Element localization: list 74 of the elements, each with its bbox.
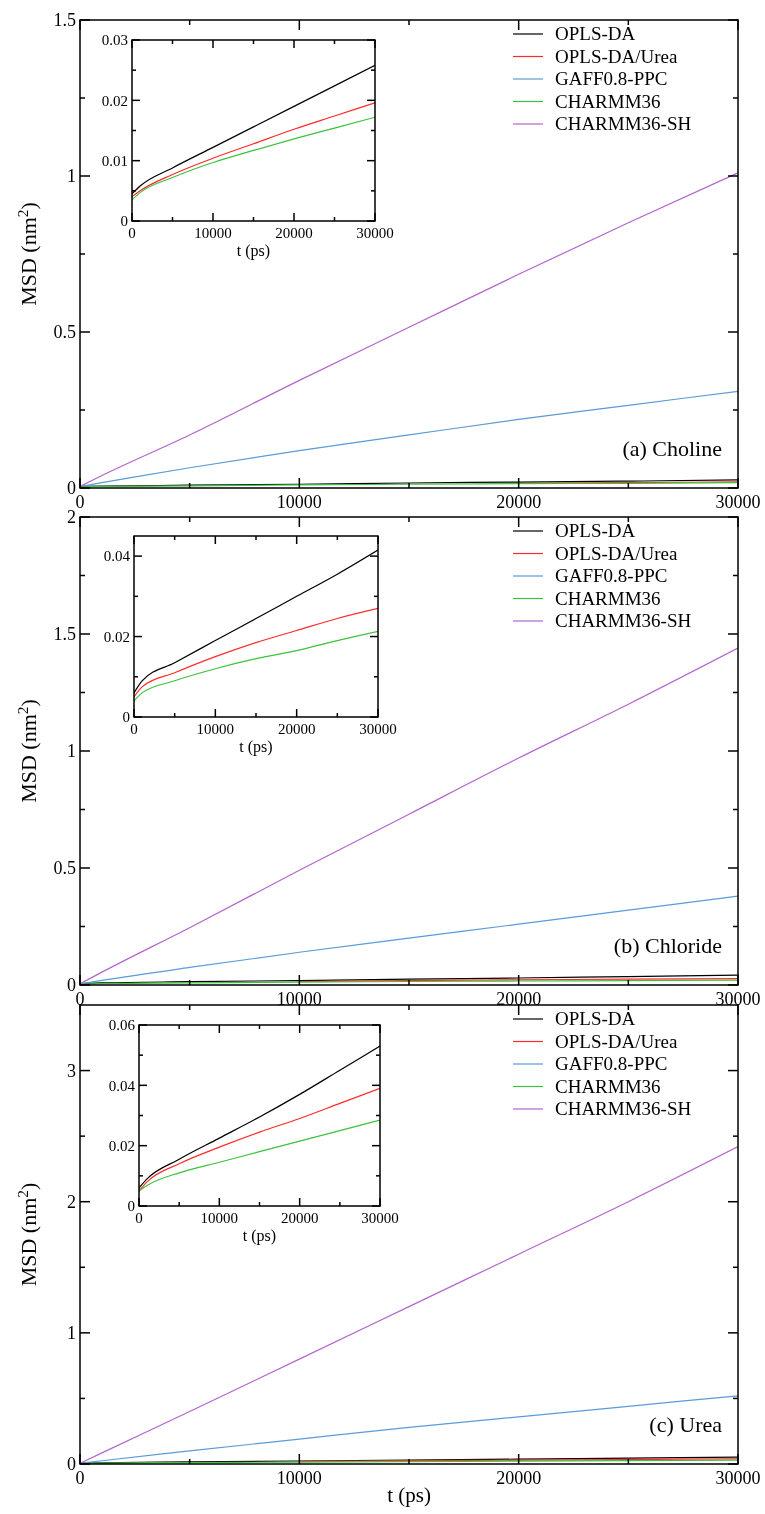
x-tick-label: 10000	[196, 721, 235, 737]
x-tick-label: 20000	[496, 1468, 542, 1488]
x-tick-label: 10000	[194, 225, 232, 241]
legend-label: GAFF0.8-PPC	[555, 1053, 668, 1075]
x-tick-label: 10000	[276, 492, 322, 512]
y-tick-label: 2	[67, 1192, 76, 1213]
line-series	[134, 607, 378, 698]
x-tick-label: 30000	[715, 989, 761, 1009]
x-tick-label: 10000	[200, 1210, 239, 1226]
y-tick-label: 0.02	[108, 1137, 135, 1154]
x-tick-label: 20000	[277, 721, 316, 737]
annotation: (a) Choline	[622, 436, 722, 461]
line-series	[139, 1087, 380, 1192]
x-tick-label: 10000	[276, 989, 322, 1009]
x-axis-title: t (ps)	[239, 737, 273, 756]
x-tick-label: 20000	[280, 1210, 319, 1226]
x-tick-label: 20000	[496, 492, 542, 512]
y-tick-label: 1.5	[53, 10, 76, 31]
line-series	[80, 647, 738, 985]
legend-label: CHARMM36-SH	[555, 1098, 692, 1120]
x-axis-title: t (ps)	[242, 1226, 277, 1245]
y-tick-label: 0.02	[103, 628, 130, 645]
legend-label: OPLS-DA/Urea	[555, 1030, 678, 1052]
annotation: (b) Chloride	[613, 933, 722, 958]
x-tick-label: 30000	[715, 492, 761, 512]
legend-label: GAFF0.8-PPC	[555, 565, 668, 587]
y-tick-label: 0.06	[108, 1017, 136, 1034]
legend-label: OPLS-DA	[555, 23, 636, 45]
y-tick-label: 0	[67, 478, 76, 499]
y-tick-label: 2	[67, 507, 76, 528]
line-series	[132, 116, 375, 201]
x-tick-label: 20000	[275, 225, 313, 241]
x-tick-label: 30000	[715, 1468, 761, 1488]
x-axis-title: t (ps)	[387, 1482, 431, 1507]
legend-label: OPLS-DA/Urea	[555, 542, 678, 564]
legend-label: GAFF0.8-PPC	[555, 68, 668, 90]
legend-label: CHARMM36-SH	[555, 610, 692, 632]
y-tick-label: 0	[120, 213, 128, 230]
y-tick-label: 3	[67, 1060, 76, 1081]
line-series	[80, 390, 738, 488]
y-tick-label: 0	[67, 975, 76, 996]
x-tick-label: 10000	[276, 1468, 322, 1488]
annotation: (c) Urea	[649, 1412, 723, 1437]
legend-label: CHARMM36	[555, 587, 661, 609]
line-series	[134, 630, 378, 702]
x-tick-label: 30000	[356, 225, 394, 241]
y-tick-label: 0.04	[103, 548, 131, 565]
y-tick-label: 0.04	[108, 1077, 136, 1094]
y-tick-label: 0	[127, 1198, 135, 1215]
y-tick-label: 0	[67, 1454, 76, 1475]
y-tick-label: 1	[67, 741, 76, 762]
y-tick-label: 0.5	[53, 322, 76, 343]
legend-label: OPLS-DA	[555, 1008, 636, 1030]
line-series	[132, 102, 375, 198]
legend-label: OPLS-DA	[555, 520, 636, 542]
line-series	[139, 1119, 380, 1192]
line-series	[80, 172, 738, 488]
legend-label: CHARMM36	[555, 1075, 661, 1097]
y-tick-label: 0.03	[101, 32, 128, 49]
y-tick-label: 0.02	[101, 92, 128, 109]
x-tick-label: 30000	[361, 1210, 399, 1226]
x-axis-title: t (ps)	[236, 241, 271, 260]
x-tick-label: 30000	[359, 721, 397, 737]
legend-label: CHARMM36	[555, 90, 661, 112]
y-tick-label: 1	[67, 166, 76, 187]
y-tick-label: 0.5	[53, 858, 76, 879]
y-tick-label: 0.01	[101, 152, 128, 169]
legend-label: OPLS-DA/Urea	[555, 45, 678, 67]
y-tick-label: 1	[67, 1323, 76, 1344]
legend-label: CHARMM36-SH	[555, 113, 692, 135]
y-tick-label: 1.5	[53, 624, 76, 645]
y-tick-label: 0	[122, 709, 130, 726]
x-tick-label: 20000	[496, 989, 542, 1009]
line-series	[80, 1395, 738, 1464]
